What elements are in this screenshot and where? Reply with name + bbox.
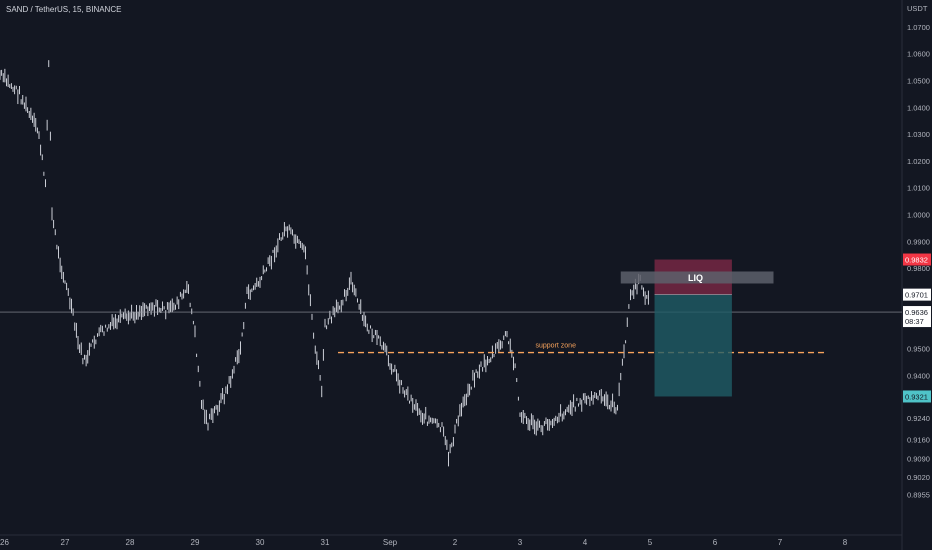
liq-box — [620, 271, 774, 284]
last-price-badge-bg — [903, 306, 931, 328]
price-tick-label: 1.0600 — [907, 50, 930, 59]
time-tick-label: 7 — [778, 538, 783, 547]
price-series — [0, 60, 649, 467]
time-tick-label: 30 — [256, 538, 265, 547]
target-price-badge-bg — [903, 390, 931, 403]
price-tick-label: 0.9500 — [907, 345, 930, 354]
time-tick-label: 5 — [648, 538, 653, 547]
last-price-badge: 0.9636 — [905, 308, 928, 317]
time-tick-label: 8 — [843, 538, 848, 547]
liq-label: LIQ — [688, 273, 703, 283]
price-tick-label: 1.0000 — [907, 211, 930, 220]
price-tick-label: 1.0700 — [907, 23, 930, 32]
target-price-badge: 0.9321 — [905, 392, 928, 401]
entry-price-badge: 0.9701 — [905, 291, 928, 300]
target-zone — [654, 294, 732, 397]
price-axis-unit: USDT — [907, 4, 928, 13]
price-tick-label: 1.0500 — [907, 77, 930, 86]
price-tick-label: 0.9900 — [907, 237, 930, 246]
time-tick-label: 4 — [583, 538, 588, 547]
time-tick-label: 2 — [453, 538, 458, 547]
price-tick-label: 1.0400 — [907, 103, 930, 112]
time-tick-label: 6 — [713, 538, 718, 547]
countdown-badge: 08:37 — [905, 317, 924, 326]
price-tick-label: 1.0100 — [907, 184, 930, 193]
time-tick-label: 3 — [518, 538, 523, 547]
time-tick-label: Sep — [383, 538, 398, 547]
support-zone-label: support zone — [536, 343, 577, 350]
price-tick-label: 0.9240 — [907, 414, 930, 423]
price-tick-label: 1.0200 — [907, 157, 930, 166]
time-tick-label: 27 — [61, 538, 70, 547]
stop-price-badge: 0.9832 — [905, 256, 928, 265]
price-tick-label: 0.9020 — [907, 473, 930, 482]
price-tick-label: 0.9800 — [907, 264, 930, 273]
time-tick-label: 28 — [126, 538, 135, 547]
price-tick-label: 0.9090 — [907, 454, 930, 463]
symbol-title: SAND / TetherUS, 15, BINANCE — [6, 5, 122, 14]
time-tick-label: 29 — [191, 538, 200, 547]
time-tick-label: 26 — [0, 538, 9, 547]
price-tick-label: 0.9160 — [907, 436, 930, 445]
price-tick-label: 1.0300 — [907, 130, 930, 139]
price-tick-label: 0.9400 — [907, 371, 930, 380]
time-tick-label: 31 — [321, 538, 330, 547]
stop-price-badge-bg — [903, 253, 931, 266]
entry-price-badge-bg — [903, 288, 931, 301]
price-tick-label: 0.8955 — [907, 491, 930, 500]
